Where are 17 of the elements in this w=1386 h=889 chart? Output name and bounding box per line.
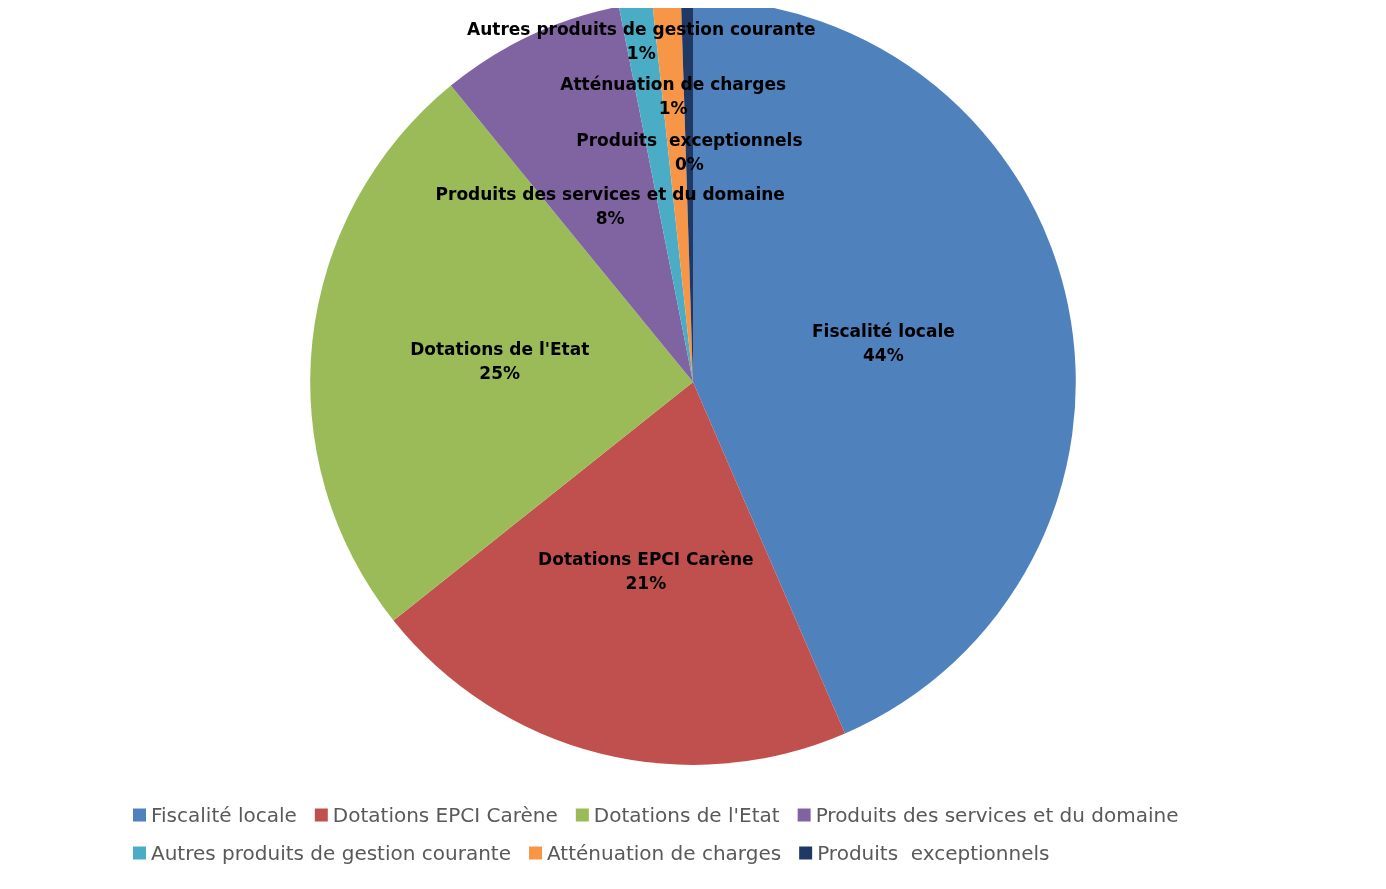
legend-label: Produits des services et du domaine (815, 803, 1179, 827)
legend-label: Dotations de l'Etat (593, 803, 780, 827)
legend-label: Autres produits de gestion courante (151, 841, 511, 865)
legend-label: Atténuation de charges (546, 841, 782, 865)
legend-label: Fiscalité locale (151, 803, 297, 827)
data-label: 1% (626, 43, 656, 64)
data-label: 8% (595, 208, 625, 229)
legend-label: Dotations EPCI Carène (332, 803, 558, 827)
data-label: 25% (479, 363, 521, 384)
data-label: 44% (863, 344, 904, 365)
legend-label: Produits exceptionnels (817, 841, 1050, 865)
data-label: 0% (674, 154, 704, 175)
slice-label: Dotations EPCI Carène (538, 548, 754, 569)
slice-label: Autres produits de gestion courante (467, 19, 816, 40)
data-label: 21% (625, 572, 667, 593)
slice-label: Dotations de l'Etat (410, 339, 590, 360)
slice-label: Fiscalité locale (811, 320, 955, 341)
